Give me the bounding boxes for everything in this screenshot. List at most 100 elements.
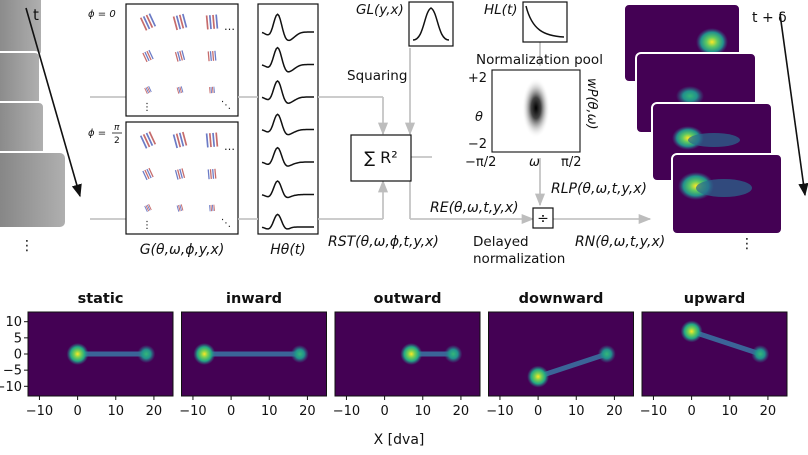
gabor-ddots-1: ⋱ bbox=[221, 100, 231, 111]
hl-decay-curve bbox=[525, 5, 565, 38]
gabor-patch bbox=[144, 86, 152, 94]
pool-gaussian-blob bbox=[522, 78, 550, 138]
pool-theta-label: θ bbox=[475, 110, 483, 125]
input-vdots: ⋮ bbox=[20, 238, 34, 254]
x-tick-label: 0 bbox=[73, 404, 81, 419]
gabor-patch bbox=[144, 204, 152, 212]
x-tick-label: 10 bbox=[721, 404, 738, 419]
input-frame-stack bbox=[0, 0, 67, 229]
gabor-patch bbox=[172, 131, 188, 149]
x-tick-label: 10 bbox=[107, 404, 124, 419]
gabor-patch bbox=[207, 50, 217, 62]
panel-title: upward bbox=[684, 291, 745, 307]
gl-label: GL(y,x) bbox=[356, 2, 404, 18]
temporal-filter-curve bbox=[261, 213, 314, 230]
x-tick-label: 20 bbox=[606, 404, 623, 419]
sum-squared-symbol: ∑ R² bbox=[364, 148, 397, 167]
gabor-patch bbox=[142, 167, 154, 181]
start-peak bbox=[527, 365, 550, 388]
panel-title: outward bbox=[374, 291, 442, 307]
x-tick-label: −10 bbox=[486, 404, 513, 419]
pool-title: Normalization pool bbox=[476, 52, 603, 68]
temporal-filter-curves bbox=[261, 13, 314, 230]
temporal-filter-curve bbox=[261, 46, 314, 73]
end-blob bbox=[137, 345, 156, 363]
output-vdots: ⋮ bbox=[740, 236, 754, 252]
time-arrow-output bbox=[779, 13, 808, 197]
r-st-label: RST(θ,ω,ϕ,t,y,x) bbox=[328, 234, 439, 250]
pool-ytick-1: +2 bbox=[468, 71, 487, 86]
temporal-filter-curve bbox=[261, 80, 314, 104]
stimulus-panel: upward −10 0 10 20 bbox=[640, 291, 788, 419]
pool-omega-label: ω bbox=[529, 155, 540, 170]
phi-pi2-prefix: ϕ = bbox=[88, 128, 106, 139]
temporal-filter-box bbox=[257, 3, 319, 235]
start-peak bbox=[680, 320, 703, 343]
gabor-patch bbox=[176, 204, 184, 212]
r-n-label: RN(θ,ω,t,y,x) bbox=[575, 234, 665, 250]
stimulus-panel: inward −10 0 10 20 bbox=[179, 291, 327, 419]
gabor-patch bbox=[174, 50, 186, 62]
pool-ylabel: wP(θ,ω) bbox=[584, 78, 599, 130]
x-tick-label: −10 bbox=[640, 404, 667, 419]
gabor-patch bbox=[176, 86, 184, 94]
gabor-patch bbox=[205, 14, 219, 30]
end-blob bbox=[597, 345, 616, 363]
x-tick-label: −10 bbox=[333, 404, 360, 419]
gabor-patch bbox=[205, 132, 219, 148]
gabor-patch bbox=[172, 13, 188, 31]
x-tick-label: 20 bbox=[453, 404, 470, 419]
phi0-label: ϕ = 0 bbox=[88, 9, 116, 20]
stimulus-panel: downward −10 0 10 20 bbox=[486, 291, 634, 419]
gabor-patch bbox=[142, 49, 154, 63]
gabor-patch bbox=[139, 131, 157, 149]
temporal-filter-curve bbox=[261, 180, 314, 199]
pool-xtick-1: −π/2 bbox=[465, 155, 496, 170]
delayed-label-line2: normalization bbox=[473, 251, 565, 267]
output-frame-stack bbox=[623, 3, 783, 235]
pool-ytick-3: −2 bbox=[468, 137, 487, 152]
divide-symbol: ÷ bbox=[537, 211, 549, 227]
input-connectors bbox=[90, 96, 126, 220]
y-tick-label: 10 bbox=[5, 315, 22, 330]
squaring-connectors bbox=[238, 40, 652, 225]
gabor-patch bbox=[207, 168, 217, 180]
hl-label: HL(t) bbox=[484, 2, 518, 18]
x-tick-label: −10 bbox=[26, 404, 53, 419]
x-tick-label: 10 bbox=[414, 404, 431, 419]
y-tick-label: −5 bbox=[3, 364, 22, 379]
motion-streak bbox=[535, 351, 610, 380]
gabor-patch bbox=[139, 13, 157, 31]
y-tick-label: 0 bbox=[14, 348, 22, 363]
gabor-vdots-2: ⋮ bbox=[142, 220, 152, 231]
gabor-ellipsis-1: … bbox=[224, 20, 235, 33]
temporal-filter-curve bbox=[261, 146, 314, 167]
panel-title: inward bbox=[226, 291, 282, 307]
divide-box bbox=[532, 207, 554, 229]
squaring-label: Squaring bbox=[347, 68, 407, 84]
x-tick-label: 20 bbox=[760, 404, 777, 419]
time-start-label: t bbox=[33, 6, 39, 24]
phi-pi2-denominator: 2 bbox=[114, 136, 120, 146]
pool-xtick-2: π/2 bbox=[561, 155, 581, 170]
x-tick-label: 10 bbox=[261, 404, 278, 419]
time-arrow-input bbox=[25, 7, 82, 198]
temporal-filter-curve bbox=[261, 13, 314, 42]
end-blob bbox=[290, 345, 309, 363]
x-tick-label: 0 bbox=[380, 404, 388, 419]
y-tick-label: −10 bbox=[0, 380, 22, 395]
end-blob bbox=[751, 345, 770, 363]
stimulus-panel: outward −10 0 10 20 bbox=[333, 291, 481, 419]
panel-title: downward bbox=[519, 291, 604, 307]
motion-streak bbox=[689, 328, 763, 357]
hl-temporal-box bbox=[522, 1, 568, 43]
gabor-label: G(θ,ω,ϕ,y,x) bbox=[140, 242, 225, 258]
x-tick-label: −10 bbox=[179, 404, 206, 419]
x-tick-label: 10 bbox=[568, 404, 585, 419]
x-axis-label: X [dva] bbox=[374, 432, 425, 448]
gabor-patch bbox=[174, 168, 186, 180]
sum-squared-box bbox=[350, 134, 412, 182]
gabor-patches bbox=[139, 13, 219, 212]
end-blob bbox=[444, 345, 463, 363]
